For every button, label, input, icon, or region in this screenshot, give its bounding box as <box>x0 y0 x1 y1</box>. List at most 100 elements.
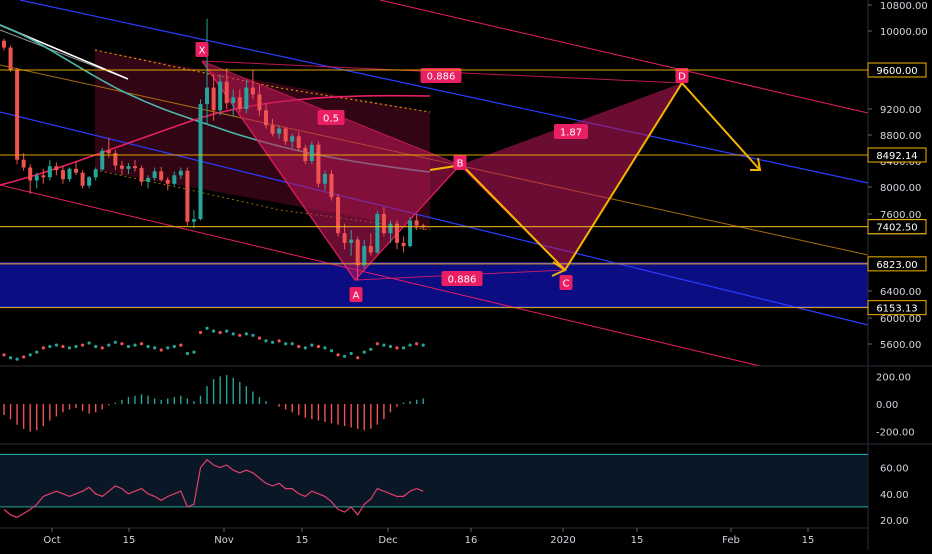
candle-body <box>218 81 223 111</box>
candle-body <box>316 144 321 184</box>
indicator-dot <box>349 351 353 356</box>
indicator-dot <box>264 339 268 343</box>
pattern-ratio: 0.886 <box>441 271 483 286</box>
pattern-point-x-bg <box>195 42 209 57</box>
candle-body <box>309 144 314 161</box>
candle-body <box>283 128 288 142</box>
candle-body <box>250 87 255 95</box>
candle-body <box>224 81 229 104</box>
candle-body <box>211 87 216 111</box>
candle-body <box>159 171 164 180</box>
indicator-dot <box>22 355 26 359</box>
indicator-dot <box>336 353 340 357</box>
time-tick-label: Nov <box>214 535 234 546</box>
price-tick-label: 10800.00 <box>880 1 928 12</box>
indicator-dot <box>218 330 222 335</box>
candle-body <box>322 174 327 184</box>
candle-body <box>74 168 79 173</box>
price-tag-box <box>867 256 927 272</box>
pattern-point-b-bg <box>453 155 467 170</box>
rsi-tick-label: 40.00 <box>880 490 909 501</box>
indicator-dot <box>212 329 216 333</box>
indicator-dot <box>343 354 347 358</box>
candle-body <box>67 168 72 180</box>
candle-body <box>113 153 118 166</box>
pattern-ratio: 0.5 <box>317 110 345 125</box>
price-tick-label: 6400.00 <box>880 287 921 298</box>
indicator-dot <box>159 348 163 352</box>
indicator-dot <box>67 346 72 350</box>
indicator-dot <box>323 346 327 350</box>
indicator-dot <box>94 344 98 349</box>
price-tag-label: 8492.14 <box>876 151 917 162</box>
price-tag-label: 9600.00 <box>876 66 917 77</box>
pattern-point-x-text: X <box>199 46 206 57</box>
pattern-ratio-text: 0.886 <box>448 275 477 286</box>
candle-body <box>34 175 39 181</box>
candle-body <box>231 97 236 104</box>
candle-body <box>185 170 190 222</box>
candle-body <box>414 220 419 226</box>
candle-body <box>244 87 249 109</box>
price-tick-label: 8800.00 <box>880 131 921 142</box>
indicator-dot <box>185 351 189 356</box>
price-tag-box <box>867 62 927 78</box>
pattern-point-a: A <box>349 287 363 302</box>
channel-blue-lower <box>0 111 869 326</box>
candle-body <box>381 214 386 234</box>
pattern-ratio-text: 0.886 <box>427 72 456 83</box>
candle-body <box>342 233 347 243</box>
oscillator-layer <box>3 375 424 432</box>
price-tick-label: 5600.00 <box>880 340 921 351</box>
candle-body <box>28 167 33 181</box>
candle-body <box>421 225 426 227</box>
indicator-dot <box>81 343 85 347</box>
channel-red-upper <box>379 0 869 114</box>
dots-indicator <box>2 326 425 361</box>
indicator-dot <box>120 342 124 346</box>
candle-body <box>303 148 308 161</box>
indicator-dot <box>2 353 6 357</box>
indicator-dot <box>270 340 275 344</box>
candle-body <box>290 136 295 142</box>
price-tag-box <box>867 300 927 316</box>
indicator-dot <box>251 333 255 337</box>
time-tick-label: 15 <box>123 535 136 546</box>
indicator-dot <box>139 342 144 346</box>
indicator-dot <box>238 333 242 337</box>
pattern-point-a-bg <box>349 287 363 302</box>
pattern-point-c-text: C <box>563 279 570 290</box>
indicator-dot <box>401 346 406 350</box>
oscillator-tick-label: -200.00 <box>876 428 915 439</box>
rsi-tick-label: 60.00 <box>880 464 909 475</box>
indicator-dot <box>41 346 45 350</box>
indicator-dot <box>153 346 157 350</box>
candle-body <box>133 166 137 169</box>
indicator-dot <box>146 344 150 349</box>
price-tag-label: 7402.50 <box>876 223 917 234</box>
indicator-dot <box>244 332 248 336</box>
indicator-dot <box>15 357 19 361</box>
candle-body <box>139 168 144 182</box>
time-tick-label: 16 <box>465 535 478 546</box>
time-tick-label: 15 <box>296 535 309 546</box>
indicator-dot <box>205 326 209 330</box>
candle-body <box>100 150 105 170</box>
pattern-ratio-bg <box>554 124 588 139</box>
candle-body <box>237 97 242 109</box>
channel-blue-upper <box>19 0 869 184</box>
indicator-dot <box>87 341 91 345</box>
price-tick-label: 9200.00 <box>880 105 921 116</box>
candle-body <box>8 47 13 70</box>
indicator-dot <box>198 330 203 335</box>
price-tick-label: 6000.00 <box>880 314 921 325</box>
time-tick-label: 15 <box>802 535 815 546</box>
pattern-point-d-text: D <box>678 72 686 83</box>
indicator-dot <box>74 344 78 349</box>
indicator-dot <box>297 344 301 349</box>
price-tick-label: 7600.00 <box>880 210 921 221</box>
candle-body <box>80 172 85 186</box>
indicator-dot <box>172 344 176 349</box>
